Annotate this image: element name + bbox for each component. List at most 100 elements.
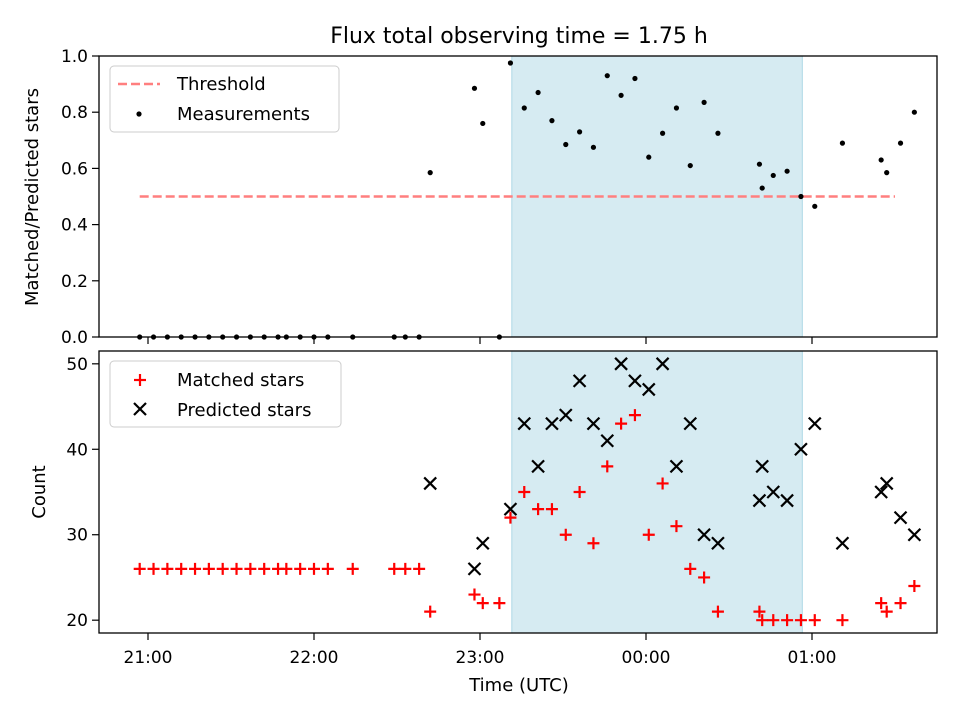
matched-stars-point [216,562,229,575]
matched-stars-point [493,597,506,610]
matched-stars-point [656,477,669,490]
x-tick-label: 23:00 [456,648,505,668]
measurements-point [911,109,917,115]
measurements-point [563,141,569,148]
matched-stars-point [244,562,257,575]
predicted-stars-point [545,416,559,431]
legend-measurements-swatch [136,111,142,117]
matched-stars-point [894,597,907,610]
matched-stars-point [202,562,215,575]
y-axis-label-count: Count [29,465,50,518]
matched-stars-point [294,562,307,575]
measurements-point [480,120,486,127]
matched-stars-point [424,605,437,618]
matched-stars-point [189,562,202,575]
predicted-stars-point [531,459,545,474]
matched-stars-point [601,460,614,473]
x-tick-label: 00:00 [622,648,671,668]
x-tick-label: 21:00 [124,648,173,668]
matched-stars-point [794,614,807,627]
y-tick-label: 0.2 [61,272,88,292]
legend-ratio: Threshold Measurements [109,65,340,133]
matched-stars-point [573,486,586,498]
y-axis-label-ratio: Matched/Predicted stars [22,88,43,306]
predicted-stars-point [755,459,769,474]
matched-stars-point [133,562,146,575]
matched-stars-point [399,562,412,575]
matched-stars-point [230,562,243,575]
predicted-stars-point [683,416,698,431]
matched-stars-point [587,537,600,550]
legend-threshold-label: Threshold [176,74,266,95]
predicted-stars-point [794,442,808,457]
measurements-point [759,185,765,191]
measurements-point [701,99,707,105]
observing-window-span [511,350,803,634]
matched-stars-point [880,605,893,618]
predicted-stars-point [586,416,601,431]
legend-predicted-label: Predicted stars [177,400,311,421]
chart-title: Flux total observing time = 1.75 h [330,24,708,49]
measurements-point [590,144,597,150]
matched-stars-point [413,562,426,575]
measurements-point [839,140,846,146]
predicted-stars-point [669,459,684,474]
predicted-stars-point [879,476,894,491]
measurements-point [549,118,555,124]
matched-stars-point [684,562,697,575]
measurements-point [784,168,790,174]
measurements-point [521,105,527,111]
matched-stars-point [532,503,545,516]
x-tick-label: 22:00 [290,648,339,668]
matched-stars-point [908,580,921,592]
matched-stars-point [545,503,558,516]
predicted-stars-point [467,562,482,576]
matched-stars-point [147,562,160,575]
predicted-stars-point [572,374,587,388]
matched-stars-point [308,562,320,575]
matched-stars-point [756,614,769,627]
matched-stars-point [476,597,489,610]
predicted-stars-point [874,485,888,499]
x-tick-label: 01:00 [788,648,837,668]
y-tick-label: 50 [66,355,88,375]
measurements-point [471,85,478,91]
matched-stars-point [175,562,188,575]
measurements-point [618,92,624,98]
matched-stars-point [615,417,628,430]
panel-count: 20 30 40 50 21:00 22:00 23:00 00:00 01:00 Count… [29,350,938,668]
predicted-stars-point [807,416,822,431]
matched-stars-point [836,614,849,627]
measurements-point [897,140,904,146]
measurements-point [507,60,514,66]
matched-stars-point [321,562,334,575]
matched-stars-point [258,562,271,575]
measurements-point [604,73,610,79]
matched-stars-point [698,571,711,584]
panel-ratio: 0.0 0.2 0.4 0.6 0.8 1.0 Matched/Predicted sta… [22,47,938,348]
measurements-point [660,130,666,136]
matched-stars-point [642,528,655,541]
measurements-point [535,89,541,96]
measurements-point [687,162,693,169]
matched-stars-point [559,528,572,541]
predicted-stars-point [475,536,490,551]
predicted-stars-point [711,536,725,551]
legend-count: Matched stars Predicted stars [109,360,342,428]
predicted-stars-point [614,357,628,371]
legend-predicted-swatch [133,402,147,416]
measurements-point [756,161,763,167]
legend-measurements-label: Measurements [177,104,310,125]
y-tick-label: 0.6 [61,159,88,179]
measurements-point [812,203,818,209]
predicted-stars-point [503,502,518,516]
measurements-point [646,154,652,160]
matched-stars-point [346,562,359,575]
matched-stars-point [504,511,517,524]
measurements-point [577,129,583,135]
predicted-stars-point [628,374,642,388]
matched-stars-point [161,562,174,575]
predicted-stars-point [780,493,794,508]
